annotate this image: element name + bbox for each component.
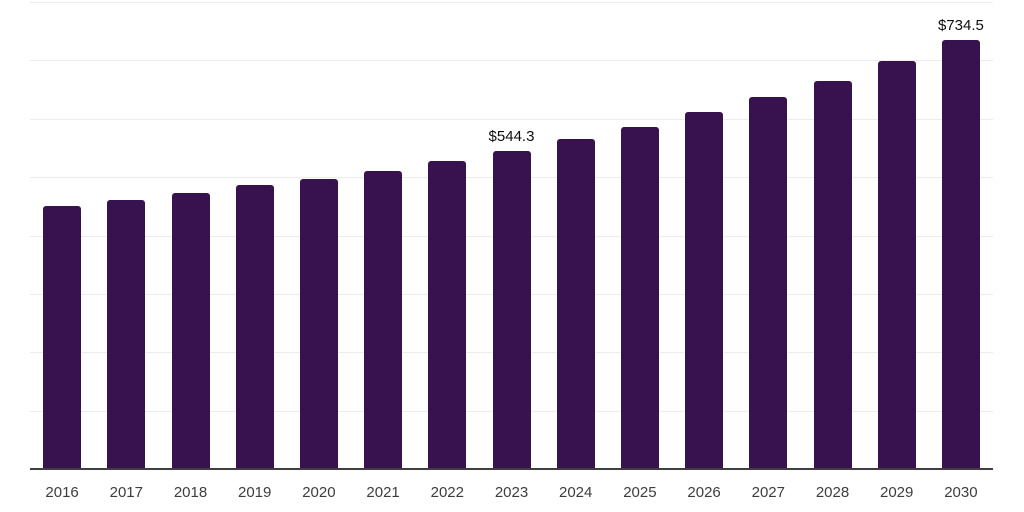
x-tick-2017: 2017	[109, 484, 143, 501]
x-axis-line	[30, 468, 993, 470]
bar-2021	[364, 171, 403, 469]
data-label-2023: $544.3	[488, 128, 535, 146]
x-tick-2019: 2019	[238, 484, 272, 501]
bar-2028	[813, 80, 852, 469]
bar-2026	[685, 112, 724, 469]
bar-2018	[171, 193, 210, 469]
x-tick-2022: 2022	[430, 484, 464, 501]
gridline-700	[30, 60, 993, 62]
x-tick-2028: 2028	[815, 484, 850, 501]
x-tick-2027: 2027	[751, 484, 785, 501]
x-tick-2023: 2023	[494, 484, 529, 501]
bar-2030	[941, 40, 980, 469]
bar-2016	[43, 206, 82, 469]
bar-2029	[877, 61, 916, 469]
x-tick-2021: 2021	[366, 484, 400, 501]
x-tick-2018: 2018	[173, 484, 208, 501]
x-tick-2025: 2025	[623, 484, 657, 501]
bar-2025	[620, 127, 659, 469]
bar-2019	[235, 185, 274, 469]
gridline-800	[30, 2, 993, 3]
bar-2017	[107, 200, 146, 469]
plot-area: $544.3 $734.5	[30, 2, 993, 469]
x-tick-2016: 2016	[45, 484, 79, 501]
bar-2020	[299, 178, 338, 469]
x-tick-2029: 2029	[880, 484, 914, 501]
bar-2022	[428, 161, 467, 469]
x-tick-2024: 2024	[559, 484, 593, 501]
data-label-2030: $734.5	[937, 17, 984, 35]
x-tick-2026: 2026	[687, 484, 721, 501]
x-axis-labels: 2016 2017 2018 2019 2020 2021 2022 2023 2024 2025…	[30, 485, 993, 503]
bar-2023	[492, 151, 531, 469]
gridline-600	[30, 118, 993, 120]
bar-2024	[556, 139, 595, 469]
x-tick-2020: 2020	[302, 484, 336, 501]
x-tick-2030: 2030	[944, 484, 978, 501]
bar-2027	[749, 96, 788, 469]
